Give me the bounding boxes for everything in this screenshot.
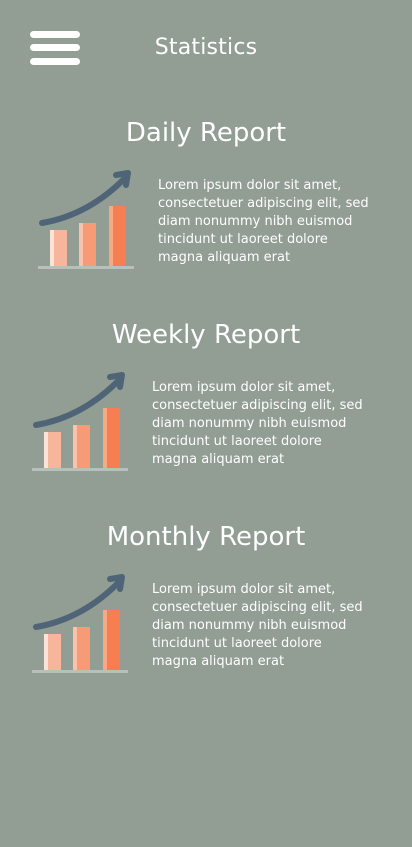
monthly-report-description: Lorem ipsum dolor sit amet, consectetuer… bbox=[152, 582, 363, 669]
page-title: Statistics bbox=[154, 35, 258, 60]
menu-line bbox=[30, 44, 80, 51]
weekly-report-description: Lorem ipsum dolor sit amet, consectetuer… bbox=[152, 380, 363, 467]
hamburger-menu-icon[interactable] bbox=[30, 31, 80, 65]
daily-report-description: Lorem ipsum dolor sit amet, consectetuer… bbox=[158, 178, 369, 265]
weekly-report-title: Weekly Report bbox=[111, 320, 301, 350]
growth-chart-icon bbox=[28, 367, 132, 471]
growth-chart-icon bbox=[28, 569, 132, 673]
growth-chart-icon bbox=[34, 165, 138, 269]
daily-report-title: Daily Report bbox=[125, 118, 287, 148]
menu-line bbox=[30, 58, 80, 65]
menu-line bbox=[30, 31, 80, 38]
monthly-report-title: Monthly Report bbox=[106, 522, 306, 552]
